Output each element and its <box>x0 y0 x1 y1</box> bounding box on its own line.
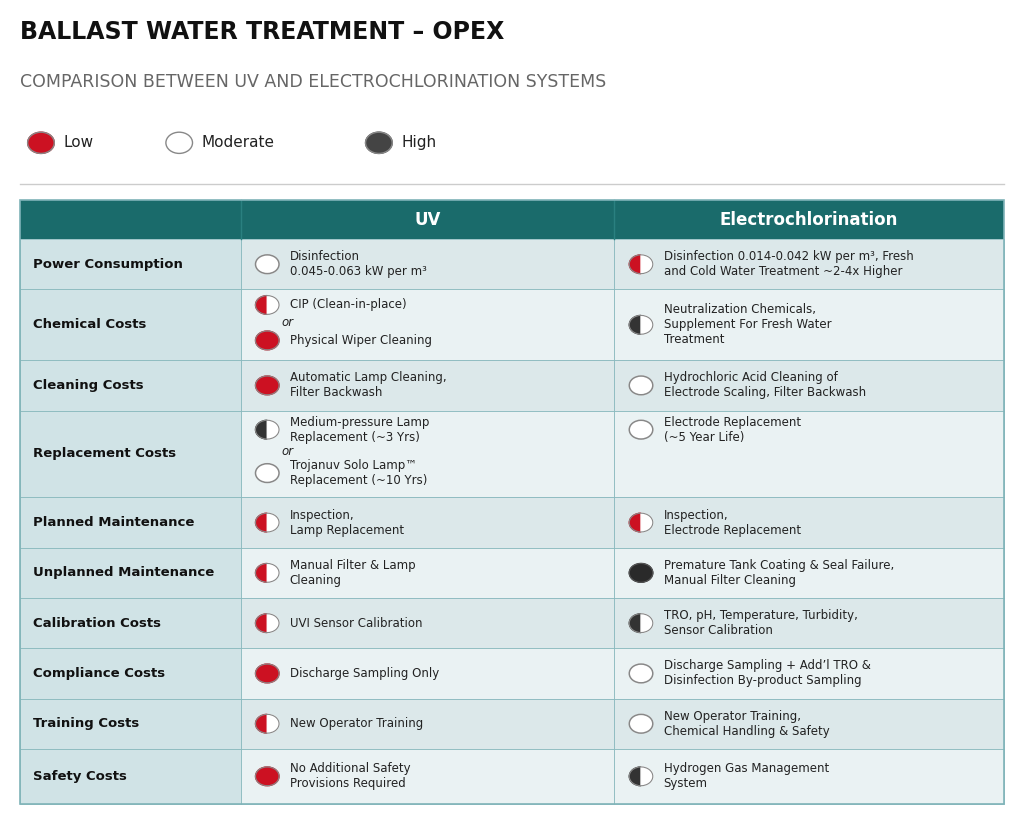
Text: Cleaning Costs: Cleaning Costs <box>33 379 143 392</box>
Text: CIP (Clean-in-place): CIP (Clean-in-place) <box>290 299 407 312</box>
Text: or: or <box>282 445 294 458</box>
Text: New Operator Training,
Chemical Handling & Safety: New Operator Training, Chemical Handling… <box>664 710 829 738</box>
Text: Electrochlorination: Electrochlorination <box>720 211 898 228</box>
Text: BALLAST WATER TREATMENT – OPEX: BALLAST WATER TREATMENT – OPEX <box>20 20 505 44</box>
Text: Medium-pressure Lamp
Replacement (~3 Yrs): Medium-pressure Lamp Replacement (~3 Yrs… <box>290 415 429 444</box>
Text: High: High <box>401 135 436 150</box>
Text: UV: UV <box>415 211 440 228</box>
Text: Electrode Replacement
(~5 Year Life): Electrode Replacement (~5 Year Life) <box>664 415 801 444</box>
Text: Planned Maintenance: Planned Maintenance <box>33 516 195 529</box>
Text: TRO, pH, Temperature, Turbidity,
Sensor Calibration: TRO, pH, Temperature, Turbidity, Sensor … <box>664 610 857 637</box>
Text: Premature Tank Coating & Seal Failure,
Manual Filter Cleaning: Premature Tank Coating & Seal Failure, M… <box>664 559 894 587</box>
Text: UVI Sensor Calibration: UVI Sensor Calibration <box>290 617 422 630</box>
Text: Unplanned Maintenance: Unplanned Maintenance <box>33 566 214 579</box>
Text: No Additional Safety
Provisions Required: No Additional Safety Provisions Required <box>290 762 411 791</box>
Text: New Operator Training: New Operator Training <box>290 717 423 730</box>
Text: Discharge Sampling + Add’l TRO &
Disinfection By-product Sampling: Discharge Sampling + Add’l TRO & Disinfe… <box>664 659 870 687</box>
Text: Disinfection 0.014-0.042 kW per m³, Fresh
and Cold Water Treatment ~2-4x Higher: Disinfection 0.014-0.042 kW per m³, Fres… <box>664 251 913 278</box>
Text: Chemical Costs: Chemical Costs <box>33 318 146 331</box>
Text: Safety Costs: Safety Costs <box>33 769 127 783</box>
Text: Physical Wiper Cleaning: Physical Wiper Cleaning <box>290 334 432 347</box>
Text: Hydrogen Gas Management
System: Hydrogen Gas Management System <box>664 762 828 791</box>
Text: Discharge Sampling Only: Discharge Sampling Only <box>290 667 439 680</box>
Text: Automatic Lamp Cleaning,
Filter Backwash: Automatic Lamp Cleaning, Filter Backwash <box>290 371 446 399</box>
Text: Hydrochloric Acid Cleaning of
Electrode Scaling, Filter Backwash: Hydrochloric Acid Cleaning of Electrode … <box>664 371 865 399</box>
Text: Training Costs: Training Costs <box>33 717 139 730</box>
Text: or: or <box>282 316 294 329</box>
Text: Compliance Costs: Compliance Costs <box>33 667 165 680</box>
Text: Inspection,
Lamp Replacement: Inspection, Lamp Replacement <box>290 508 403 537</box>
Text: Low: Low <box>63 135 93 150</box>
Text: Manual Filter & Lamp
Cleaning: Manual Filter & Lamp Cleaning <box>290 559 416 587</box>
Text: Power Consumption: Power Consumption <box>33 258 182 271</box>
Text: Disinfection
0.045-0.063 kW per m³: Disinfection 0.045-0.063 kW per m³ <box>290 251 427 278</box>
Text: Calibration Costs: Calibration Costs <box>33 617 161 630</box>
Text: Moderate: Moderate <box>202 135 274 150</box>
Text: COMPARISON BETWEEN UV AND ELECTROCHLORINATION SYSTEMS: COMPARISON BETWEEN UV AND ELECTROCHLORIN… <box>20 73 607 91</box>
Text: Trojanuv Solo Lamp™
Replacement (~10 Yrs): Trojanuv Solo Lamp™ Replacement (~10 Yrs… <box>290 459 427 487</box>
Text: Inspection,
Electrode Replacement: Inspection, Electrode Replacement <box>664 508 801 537</box>
Text: Replacement Costs: Replacement Costs <box>33 447 176 460</box>
Text: Neutralization Chemicals,
Supplement For Fresh Water
Treatment: Neutralization Chemicals, Supplement For… <box>664 304 831 346</box>
